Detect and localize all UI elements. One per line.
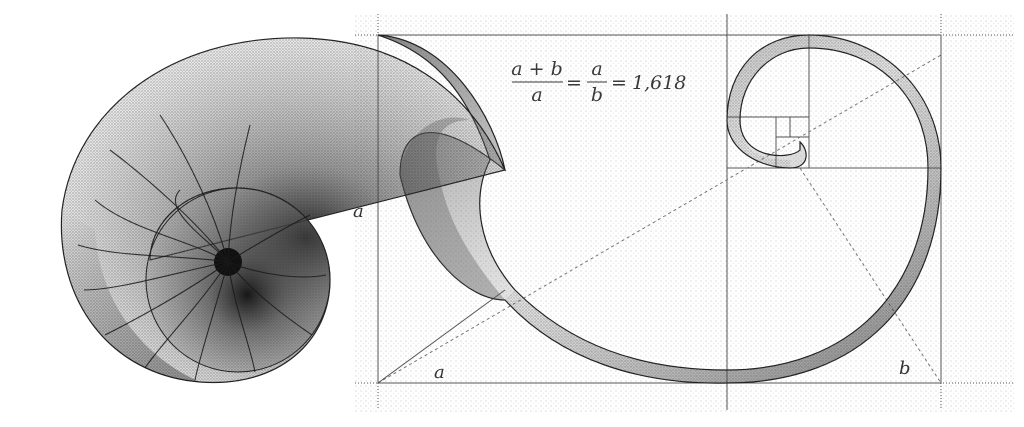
formula-equals-1: = <box>566 72 582 94</box>
golden-rectangle-guides <box>355 14 1015 410</box>
label-side-a-bottom: a <box>434 362 445 383</box>
label-side-a-vertical: a <box>353 201 364 222</box>
label-side-b-bottom: b <box>899 358 911 379</box>
nautilus-shell <box>60 37 506 384</box>
triangle-left-edge <box>377 289 506 384</box>
formula-fraction2-numerator: a <box>591 58 602 80</box>
nautilus-inner-coil <box>145 187 331 373</box>
diagonal-main <box>377 54 942 384</box>
formula-numerator: a + b <box>511 58 563 80</box>
formula-fraction2-denominator: b <box>591 84 603 106</box>
formula-equals-2: = <box>611 72 627 94</box>
nautilus-shell-lip-shadow <box>61 210 200 382</box>
spiral-tube-stipple <box>505 35 941 384</box>
diagonal-secondary <box>799 167 942 384</box>
formula-value: 1,618 <box>632 72 686 94</box>
formula-denominator: a <box>531 84 542 106</box>
golden-ratio-formula: a + b a = a b = 1,618 <box>511 58 686 106</box>
